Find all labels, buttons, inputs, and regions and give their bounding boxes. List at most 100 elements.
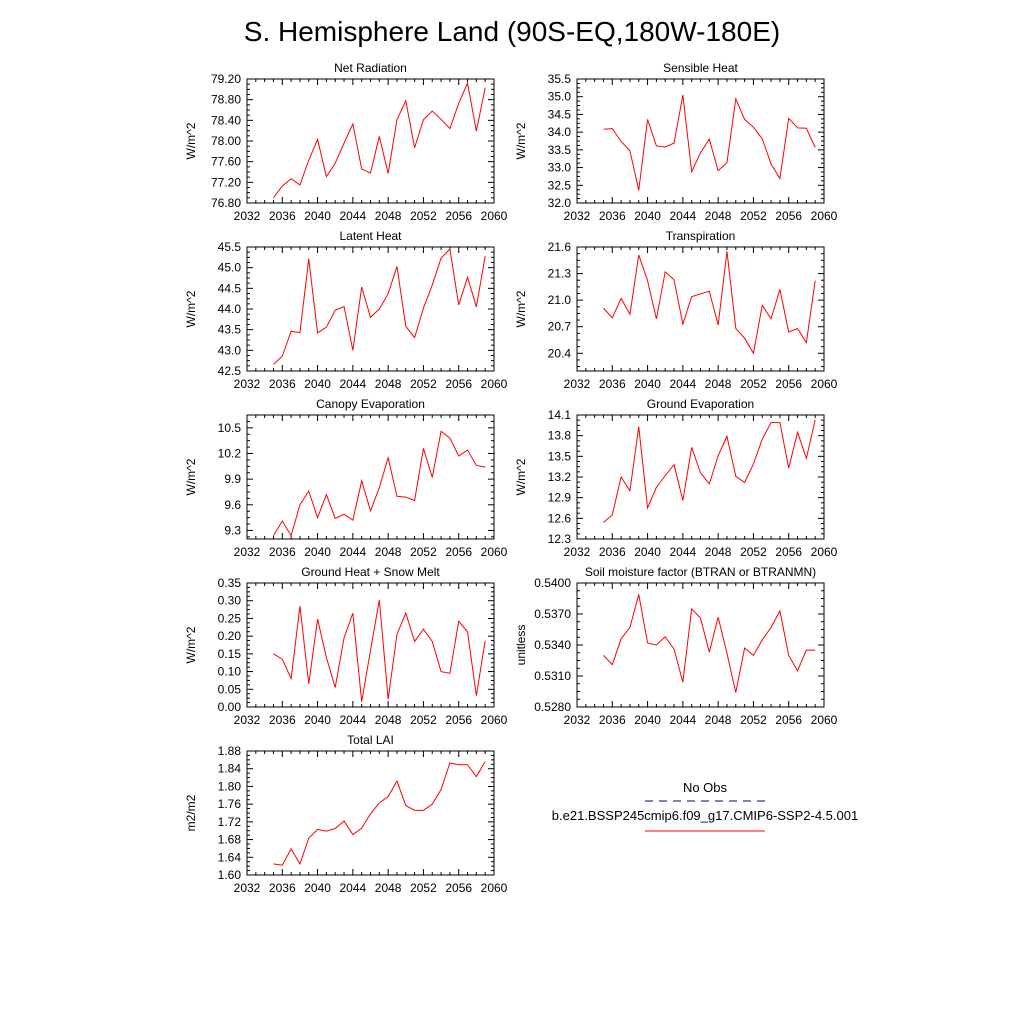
series-line (273, 248, 486, 365)
y-tick-label: 77.60 (211, 155, 241, 169)
x-tick-label: 2040 (634, 713, 661, 727)
y-tick-label: 0.10 (218, 665, 242, 679)
y-tick-label: 1.80 (218, 779, 242, 793)
x-tick-label: 2048 (705, 545, 732, 559)
x-tick-label: 2036 (599, 377, 626, 391)
y-tick-label: 9.3 (224, 523, 241, 537)
x-tick-label: 2056 (445, 209, 472, 223)
x-tick-label: 2044 (670, 713, 697, 727)
y-tick-label: 20.4 (548, 346, 572, 360)
y-axis-label: m2/m2 (184, 794, 198, 831)
chart-panel: Ground Evaporation 2032 2036 2040 2044 2048 20… (514, 397, 838, 559)
x-tick-label: 2052 (740, 545, 767, 559)
y-tick-label: 1.68 (218, 833, 242, 847)
x-tick-label: 2056 (775, 377, 802, 391)
y-tick-label: 43.5 (218, 323, 242, 337)
chart-panel: Total LAI 2032 2036 2040 2044 2048 2052 2056 206… (184, 733, 508, 895)
legend-obs-label: No Obs (683, 780, 728, 795)
x-tick-label: 2036 (269, 713, 296, 727)
series-line (273, 761, 486, 866)
panel-title: Net Radiation (334, 61, 407, 75)
y-tick-label: 78.00 (211, 134, 241, 148)
y-tick-label: 0.5370 (534, 607, 571, 621)
series-line (603, 94, 816, 191)
x-tick-label: 2048 (705, 209, 732, 223)
y-tick-label: 21.6 (548, 240, 572, 254)
y-tick-label: 44.0 (218, 302, 242, 316)
y-tick-label: 0.30 (218, 594, 242, 608)
x-tick-label: 2036 (269, 881, 296, 895)
y-tick-label: 0.25 (218, 611, 242, 625)
y-tick-label: 35.5 (548, 72, 572, 86)
x-tick-label: 2052 (410, 209, 437, 223)
y-tick-label: 1.84 (218, 762, 242, 776)
y-axis-label: unitless (514, 625, 528, 666)
x-tick-label: 2032 (564, 545, 591, 559)
x-tick-label: 2036 (599, 209, 626, 223)
x-tick-label: 2044 (340, 545, 367, 559)
x-tick-label: 2036 (269, 377, 296, 391)
y-tick-label: 10.2 (218, 446, 242, 460)
panel-title: Transpiration (666, 229, 736, 243)
y-tick-label: 12.9 (548, 491, 572, 505)
y-tick-label: 0.15 (218, 647, 242, 661)
x-tick-label: 2040 (304, 545, 331, 559)
x-tick-label: 2032 (234, 881, 261, 895)
y-tick-label: 13.8 (548, 429, 572, 443)
chart-panel: Ground Heat + Snow Melt 2032 2036 2040 2044 2… (184, 565, 508, 727)
panel-title: Canopy Evaporation (316, 397, 425, 411)
x-tick-label: 2060 (811, 713, 838, 727)
y-tick-label: 0.35 (218, 576, 242, 590)
y-tick-label: 12.3 (548, 532, 572, 546)
panel-title: Latent Heat (339, 229, 402, 243)
series-line (273, 430, 486, 537)
plot-frame (246, 582, 495, 708)
x-tick-label: 2052 (740, 377, 767, 391)
x-tick-label: 2040 (634, 545, 661, 559)
plot-frame (576, 414, 825, 540)
x-tick-label: 2052 (410, 545, 437, 559)
x-tick-label: 2032 (234, 377, 261, 391)
x-tick-label: 2040 (304, 377, 331, 391)
y-tick-label: 78.40 (211, 113, 241, 127)
y-tick-label: 34.0 (548, 125, 572, 139)
x-tick-label: 2048 (375, 881, 402, 895)
page-title: S. Hemisphere Land (90S-EQ,180W-180E) (244, 16, 780, 47)
y-tick-label: 9.6 (224, 498, 241, 512)
y-tick-label: 79.20 (211, 72, 241, 86)
series-line (603, 419, 816, 523)
x-tick-label: 2044 (340, 713, 367, 727)
x-tick-label: 2036 (599, 713, 626, 727)
x-tick-label: 2036 (269, 545, 296, 559)
chart-panel: Transpiration 2032 2036 2040 2044 2048 2052 205… (514, 229, 838, 391)
x-tick-label: 2044 (340, 881, 367, 895)
y-tick-label: 43.0 (218, 343, 242, 357)
x-tick-label: 2032 (564, 209, 591, 223)
y-tick-label: 77.20 (211, 175, 241, 189)
y-tick-label: 76.80 (211, 196, 241, 210)
y-tick-label: 0.00 (218, 700, 242, 714)
y-axis-label: W/m^2 (184, 458, 198, 495)
y-tick-label: 21.0 (548, 293, 572, 307)
series-line (603, 251, 816, 355)
y-tick-label: 0.5340 (534, 638, 571, 652)
x-tick-label: 2052 (410, 377, 437, 391)
x-tick-label: 2044 (670, 377, 697, 391)
x-tick-label: 2060 (481, 881, 508, 895)
y-tick-label: 35.0 (548, 90, 572, 104)
x-tick-label: 2048 (375, 377, 402, 391)
x-tick-label: 2056 (445, 377, 472, 391)
chart-panel: Latent Heat 2032 2036 2040 2044 2048 2052 2056 2… (184, 229, 508, 391)
x-tick-label: 2048 (375, 713, 402, 727)
series-line (273, 81, 486, 199)
y-tick-label: 0.5280 (534, 700, 571, 714)
chart-panel: Sensible Heat 2032 2036 2040 2044 2048 2052 205… (514, 61, 838, 223)
y-tick-label: 9.9 (224, 472, 241, 486)
x-tick-label: 2052 (410, 881, 437, 895)
x-tick-label: 2040 (634, 209, 661, 223)
x-tick-label: 2060 (811, 209, 838, 223)
x-tick-label: 2044 (340, 209, 367, 223)
plot-frame (576, 78, 825, 204)
x-tick-label: 2032 (234, 545, 261, 559)
